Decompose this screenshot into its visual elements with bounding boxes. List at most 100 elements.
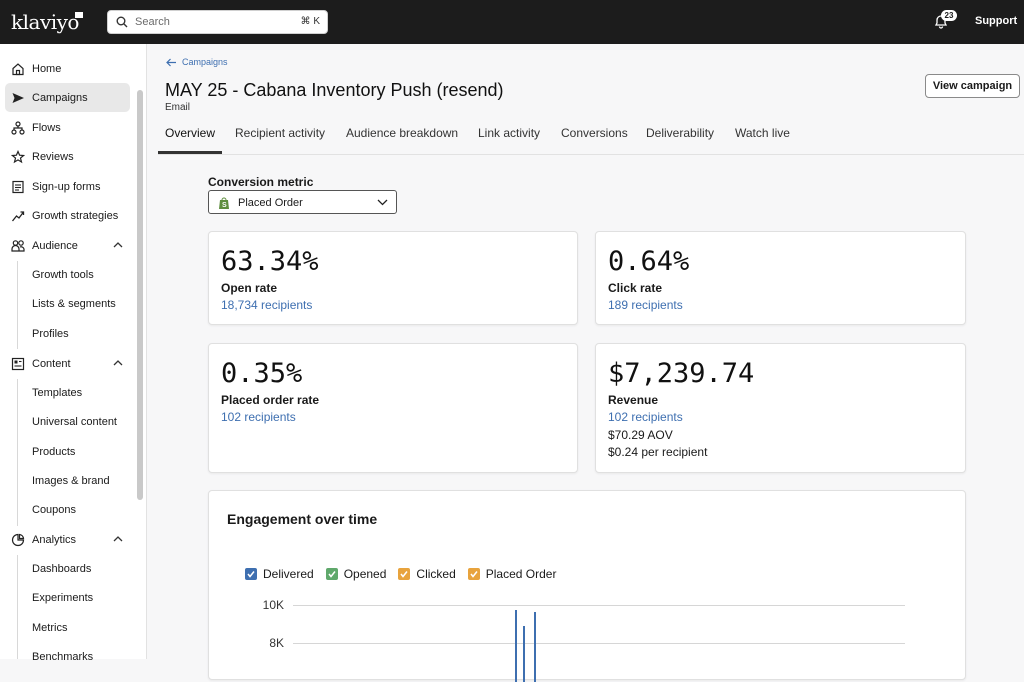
tab-recipient-activity[interactable]: Recipient activity bbox=[235, 126, 326, 140]
checkbox-checked-icon bbox=[398, 568, 411, 580]
sidebar-item-flows[interactable]: Flows bbox=[5, 113, 130, 142]
sidebar-subitem-profiles[interactable]: Profiles bbox=[32, 328, 69, 340]
tabs-divider bbox=[158, 154, 1024, 155]
sidebar-subitem-coupons[interactable]: Coupons bbox=[32, 504, 77, 516]
sidebar-subitem-images-brand[interactable]: Images & brand bbox=[32, 475, 110, 487]
placed-order-rate-label: Placed order rate bbox=[221, 393, 320, 407]
revenue-aov: $70.29 AOV bbox=[608, 428, 673, 442]
placed-order-rate-value: 0.35% bbox=[221, 358, 303, 389]
sidebar-item-growth-strategies[interactable]: Growth strategies bbox=[5, 201, 130, 230]
flows-icon bbox=[11, 121, 25, 135]
y-tick-8k: 8K bbox=[269, 636, 284, 650]
sidebar-item-campaigns[interactable]: Campaigns bbox=[5, 83, 130, 112]
legend-label: Delivered bbox=[263, 567, 314, 581]
delivered-spike bbox=[515, 610, 517, 682]
revenue-recipients-link[interactable]: 102 recipients bbox=[608, 410, 683, 424]
open-rate-recipients-link[interactable]: 18,734 recipients bbox=[221, 298, 313, 312]
revenue-value: $7,239.74 bbox=[608, 358, 755, 389]
audience-icon bbox=[11, 240, 25, 252]
sidebar-subitem-metrics[interactable]: Metrics bbox=[32, 622, 68, 634]
sidebar-item-home[interactable]: Home bbox=[5, 54, 130, 83]
legend-delivered[interactable]: Delivered bbox=[245, 567, 314, 581]
sidebar-subitem-experiments[interactable]: Experiments bbox=[32, 592, 94, 604]
legend-clicked[interactable]: Clicked bbox=[398, 567, 456, 581]
main-content: Campaigns MAY 25 - Cabana Inventory Push… bbox=[148, 44, 1024, 682]
search-shortcut: ⌘ K bbox=[300, 16, 320, 27]
view-campaign-button[interactable]: View campaign bbox=[925, 74, 1020, 98]
legend-placed-order[interactable]: Placed Order bbox=[467, 567, 557, 581]
legend-opened[interactable]: Opened bbox=[325, 567, 387, 581]
conversion-metric-select[interactable]: S Placed Order bbox=[208, 190, 397, 214]
content-icon bbox=[11, 357, 25, 371]
chevron-up-icon[interactable] bbox=[113, 535, 123, 543]
sidebar-item-reviews[interactable]: Reviews bbox=[5, 142, 130, 171]
checkbox-checked-icon bbox=[325, 568, 338, 580]
svg-text:S: S bbox=[222, 202, 227, 209]
sidebar-subitem-benchmarks[interactable]: Benchmarks bbox=[32, 651, 94, 663]
engagement-chart-card: Engagement over time Delivered Opened Cl… bbox=[208, 490, 966, 682]
tab-audience-breakdown[interactable]: Audience breakdown bbox=[346, 126, 459, 140]
sidebar-subitem-templates[interactable]: Templates bbox=[32, 387, 83, 399]
chevron-up-icon[interactable] bbox=[113, 241, 123, 249]
legend-label: Opened bbox=[343, 567, 387, 581]
audience-sub-line bbox=[17, 261, 18, 349]
breadcrumb[interactable]: Campaigns bbox=[166, 57, 228, 67]
legend-label: Clicked bbox=[416, 567, 456, 581]
sidebar-item-signup-forms[interactable]: Sign-up forms bbox=[5, 172, 130, 201]
chart-legend: Delivered Opened Clicked Placed Order bbox=[245, 567, 568, 581]
revenue-card: $7,239.74 Revenue 102 recipients $70.29 … bbox=[595, 343, 966, 473]
sidebar-subitem-dashboards[interactable]: Dashboards bbox=[32, 563, 92, 575]
sidebar-item-label: Sign-up forms bbox=[32, 181, 101, 193]
form-icon bbox=[12, 180, 24, 194]
checkbox-checked-icon bbox=[245, 568, 257, 580]
sidebar-subitem-growth-tools[interactable]: Growth tools bbox=[32, 269, 94, 281]
sidebar-item-content[interactable]: Content bbox=[5, 349, 130, 378]
page-subtitle: Email bbox=[165, 102, 191, 113]
tab-watch-live[interactable]: Watch live bbox=[735, 126, 790, 140]
breadcrumb-label: Campaigns bbox=[182, 57, 228, 67]
gridline bbox=[293, 605, 905, 606]
conversion-metric-label: Conversion metric bbox=[208, 175, 314, 189]
search-placeholder: Search bbox=[135, 16, 170, 28]
open-rate-value: 63.34% bbox=[221, 246, 319, 277]
click-rate-recipients-link[interactable]: 189 recipients bbox=[608, 298, 683, 312]
sidebar-item-label: Reviews bbox=[32, 151, 74, 163]
legend-label: Placed Order bbox=[485, 567, 557, 581]
sidebar-item-label: Flows bbox=[32, 122, 61, 134]
tab-link-activity[interactable]: Link activity bbox=[478, 126, 541, 140]
klaviyo-logo[interactable]: klaviyo bbox=[11, 10, 79, 34]
home-icon bbox=[12, 63, 24, 76]
placed-order-recipients-link[interactable]: 102 recipients bbox=[221, 410, 296, 424]
delivered-spike bbox=[534, 612, 536, 682]
sidebar-item-analytics[interactable]: Analytics bbox=[5, 525, 130, 554]
sidebar-item-label: Content bbox=[32, 358, 71, 370]
notification-count-badge: 23 bbox=[941, 10, 957, 21]
tab-overview[interactable]: Overview bbox=[165, 126, 216, 140]
sidebar-item-label: Campaigns bbox=[32, 92, 88, 104]
sidebar-subitem-products[interactable]: Products bbox=[32, 446, 76, 458]
click-rate-card: 0.64% Click rate 189 recipients bbox=[595, 231, 966, 325]
y-tick-10k: 10K bbox=[262, 598, 284, 612]
sidebar-item-label: Audience bbox=[32, 240, 78, 252]
tab-conversions[interactable]: Conversions bbox=[561, 126, 628, 140]
sidebar-item-label: Analytics bbox=[32, 534, 77, 546]
chevron-up-icon[interactable] bbox=[113, 359, 123, 367]
star-icon bbox=[11, 150, 25, 164]
content-sub-line bbox=[17, 379, 18, 526]
tab-deliverability[interactable]: Deliverability bbox=[646, 126, 715, 140]
page-title: MAY 25 - Cabana Inventory Push (resend) bbox=[165, 80, 504, 100]
sidebar-scrollbar[interactable] bbox=[137, 90, 143, 500]
sidebar-item-label: Growth strategies bbox=[32, 210, 119, 222]
placed-order-rate-card: 0.35% Placed order rate 102 recipients bbox=[208, 343, 578, 473]
search-input[interactable]: Search ⌘ K bbox=[107, 10, 328, 34]
send-icon bbox=[12, 93, 24, 103]
chevron-down-icon bbox=[377, 199, 388, 206]
active-tab-indicator bbox=[158, 151, 222, 154]
analytics-sub-line bbox=[17, 555, 18, 659]
support-link[interactable]: Support bbox=[975, 15, 1018, 27]
sidebar-item-audience[interactable]: Audience bbox=[5, 231, 130, 260]
sidebar-subitem-lists-segments[interactable]: Lists & segments bbox=[32, 298, 116, 310]
delivered-spike bbox=[523, 626, 525, 682]
sidebar-subitem-universal-content[interactable]: Universal content bbox=[32, 416, 117, 428]
revenue-label: Revenue bbox=[608, 393, 659, 407]
